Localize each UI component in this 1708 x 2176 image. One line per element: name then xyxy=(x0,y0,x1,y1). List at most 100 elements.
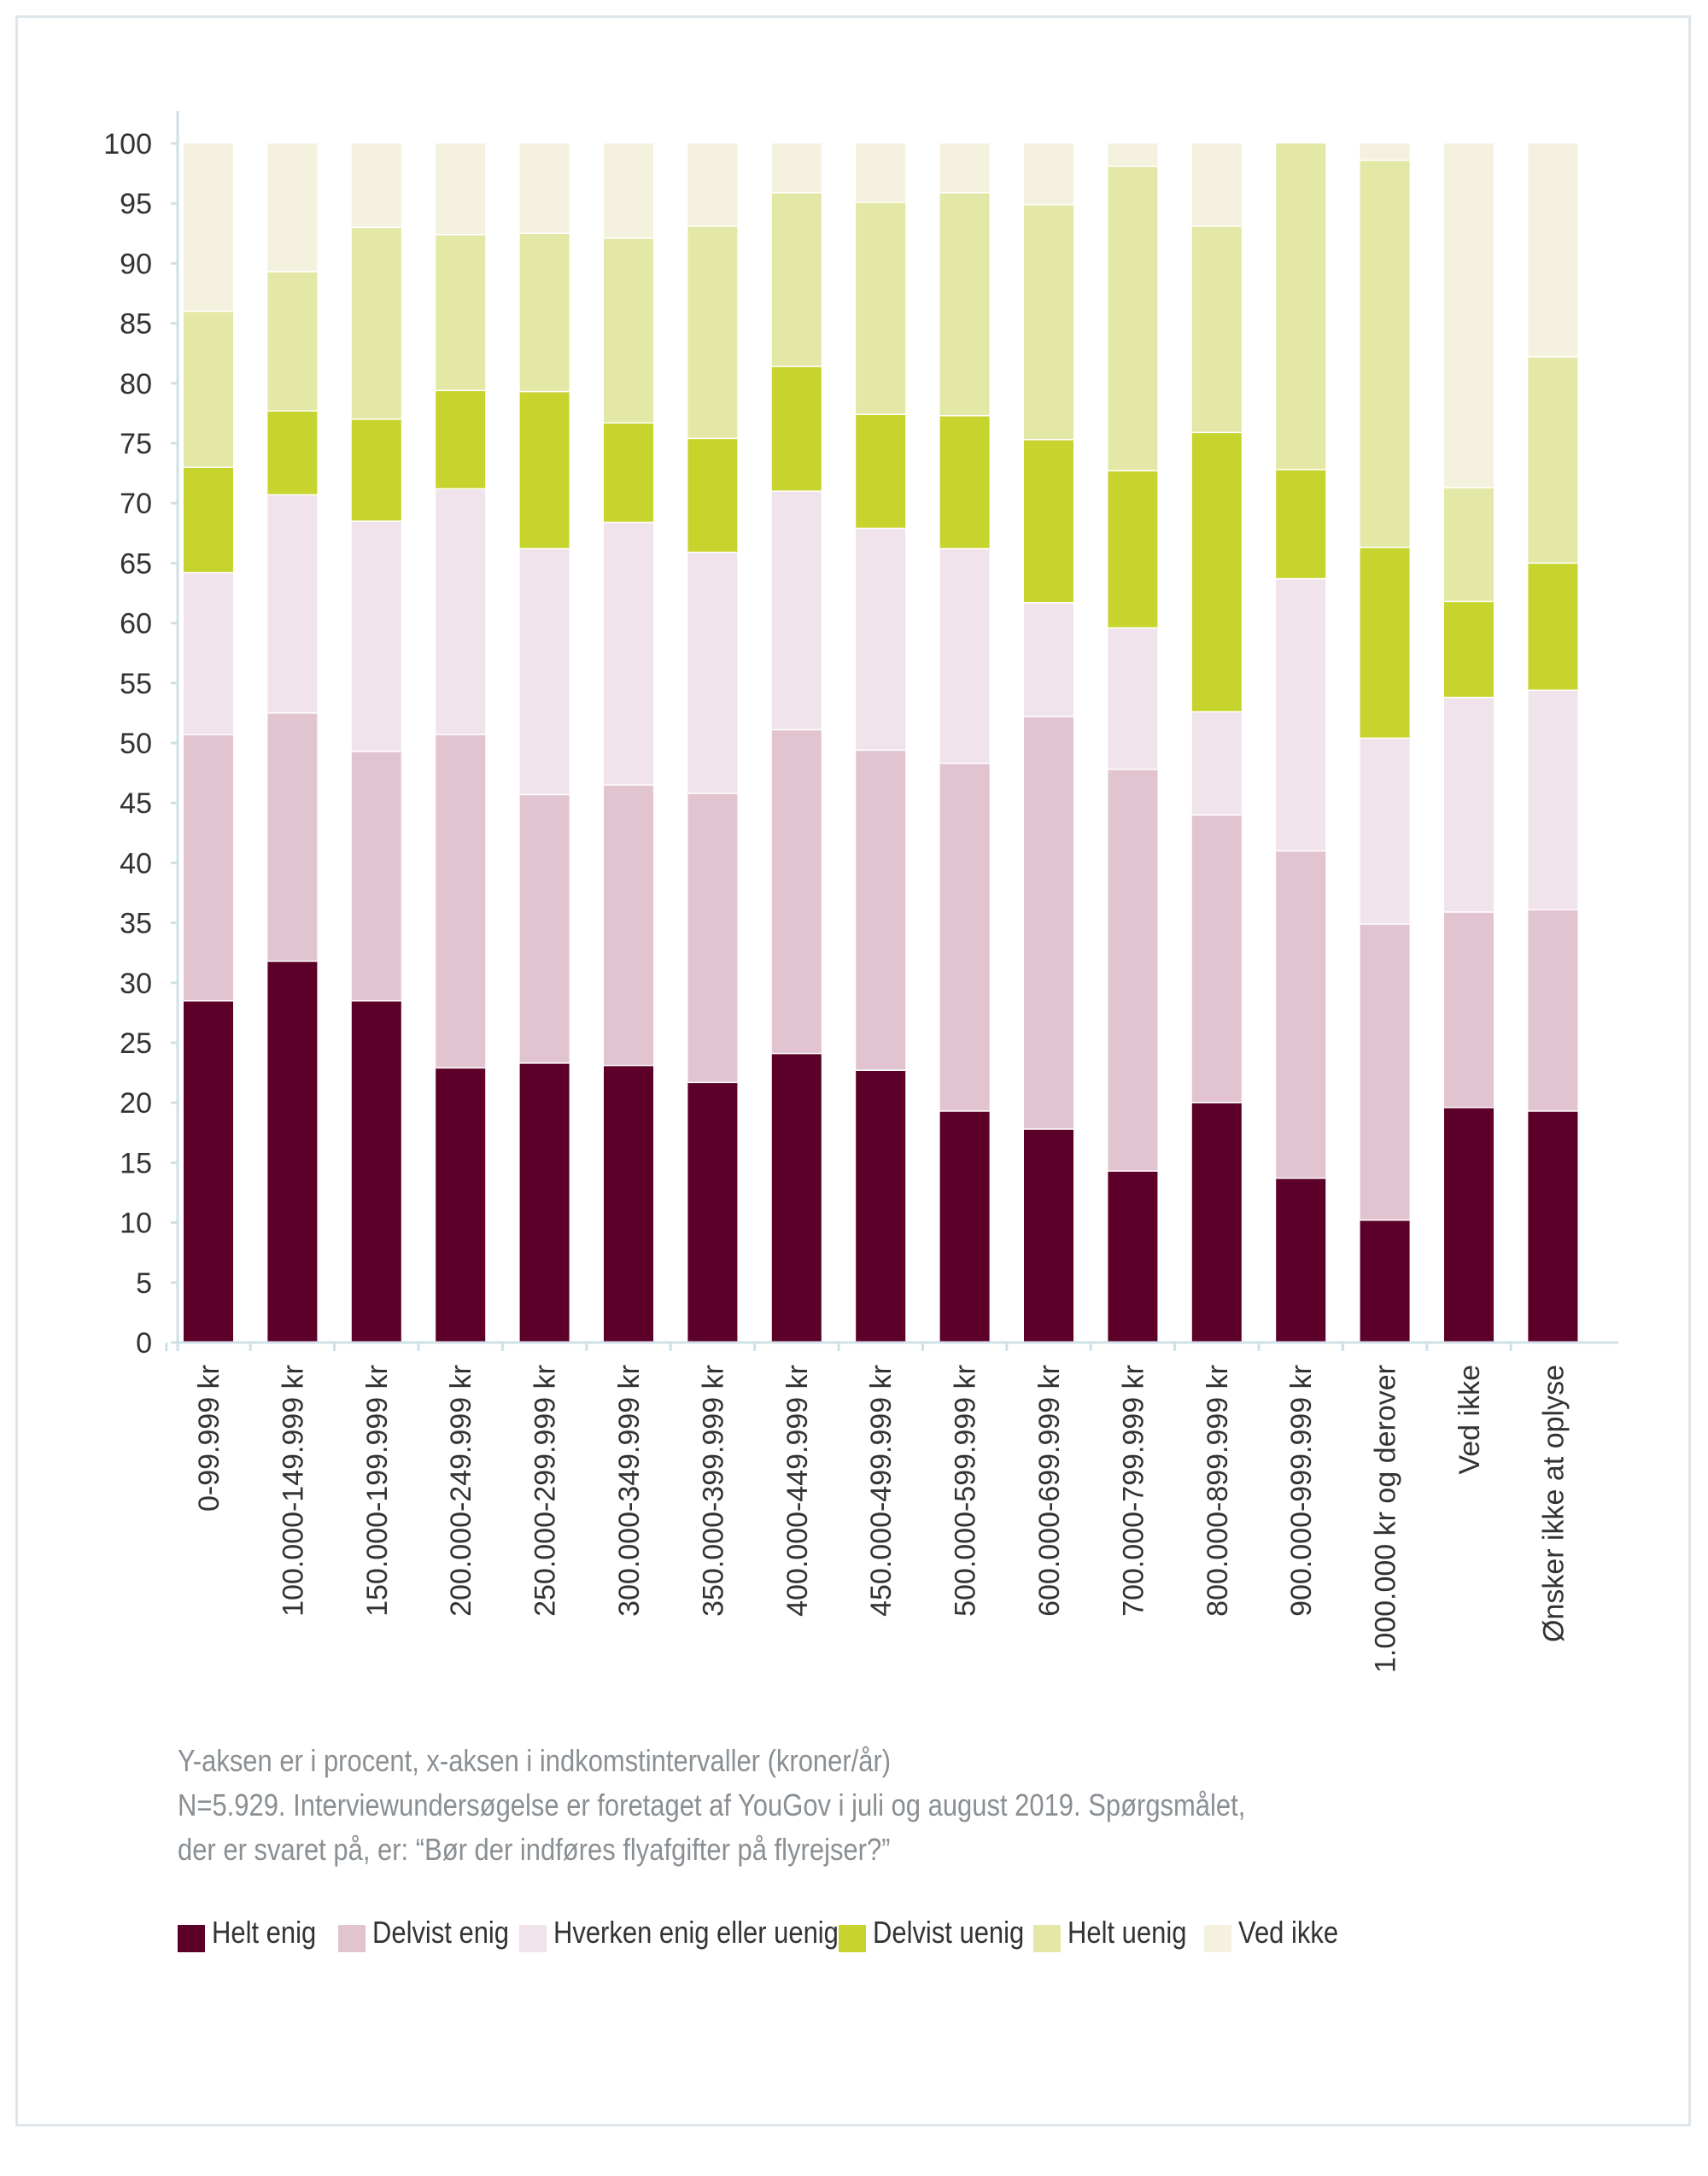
bar-segment xyxy=(1360,1220,1410,1342)
bar-segment xyxy=(267,712,318,962)
bar-segment xyxy=(436,143,486,235)
bar-segment xyxy=(856,528,906,751)
bar-segment xyxy=(1108,143,1158,167)
bar-segment xyxy=(939,548,990,763)
y-tick-label: 35 xyxy=(120,908,152,940)
x-tick-label: 1.000.000 kr og derover xyxy=(1370,1365,1402,1673)
y-tick-label: 70 xyxy=(120,488,152,520)
y-tick-label: 90 xyxy=(120,248,152,280)
figure-frame xyxy=(15,15,1691,2126)
bar-segment xyxy=(687,1082,738,1342)
bar-segment xyxy=(1444,487,1494,602)
bar-segment xyxy=(267,143,318,272)
y-tick-label: 0 xyxy=(136,1327,152,1360)
bar-segment xyxy=(939,1111,990,1342)
legend-label: Delvist uenig xyxy=(873,1915,1025,1950)
bar-segment xyxy=(1276,1178,1326,1342)
bar-segment xyxy=(436,734,486,1068)
bar-segment xyxy=(267,272,318,412)
y-tick-label: 80 xyxy=(120,368,152,401)
y-tick-label: 85 xyxy=(120,308,152,341)
legend-label: Helt uenig xyxy=(1068,1915,1187,1950)
y-tick-label: 20 xyxy=(120,1087,152,1120)
bar-segment xyxy=(351,418,401,522)
legend-swatch xyxy=(839,1925,866,1952)
legend-label: Helt enig xyxy=(212,1915,317,1950)
bar-segment xyxy=(771,192,822,367)
y-tick-label: 40 xyxy=(120,847,152,880)
bar-segment xyxy=(1276,851,1326,1179)
bar-segment xyxy=(939,415,990,549)
bar-segment xyxy=(1108,471,1158,629)
bar-segment xyxy=(1108,628,1158,769)
y-tick-label: 45 xyxy=(120,787,152,820)
bar-segment xyxy=(1528,1111,1578,1342)
y-tick-label: 55 xyxy=(120,668,152,700)
x-tick-label: 500.000-599.999 kr xyxy=(950,1365,982,1617)
bar-segment xyxy=(771,1053,822,1342)
x-tick-label: 0-99.999 kr xyxy=(193,1365,225,1512)
bar-segment xyxy=(939,763,990,1112)
bar-segment xyxy=(1276,469,1326,579)
y-axis: 0 5 10 15 20 25 30 35 40 45 50 55 60 65 70 75 80 85 90 95 10… xyxy=(103,111,179,1360)
bar-segment xyxy=(184,311,233,468)
bar-segment xyxy=(604,1065,653,1342)
bar-segment xyxy=(1360,547,1410,739)
bar-segment xyxy=(856,1070,906,1342)
bar-segment xyxy=(604,785,653,1066)
y-tick-label: 5 xyxy=(136,1267,152,1300)
bar-segment xyxy=(771,729,822,1054)
bar-segment xyxy=(519,233,570,392)
x-tick-label: 600.000-699.999 kr xyxy=(1033,1365,1066,1617)
bar-segment xyxy=(1191,1103,1242,1342)
y-tick-label: 15 xyxy=(120,1147,152,1179)
survey-note: N=5.929. Interviewundersøgelse er foreta… xyxy=(178,1787,1246,1822)
bar-segment xyxy=(1276,578,1326,851)
bar-segment xyxy=(184,734,233,1001)
bar-segment xyxy=(184,1000,233,1342)
bar-segment xyxy=(771,491,822,730)
x-axis: 0-99.999 kr 100.000-149.999 kr 150.000-199… xyxy=(165,1341,1618,1673)
bar-segment xyxy=(351,227,401,419)
bar-segment xyxy=(604,143,653,238)
bar-segment xyxy=(351,143,401,228)
y-tick-label: 100 xyxy=(103,128,152,161)
bar-segment xyxy=(1276,143,1326,470)
bar-segment xyxy=(184,467,233,573)
bar-segment xyxy=(687,793,738,1083)
legend-label: Hverken enig eller uenig xyxy=(553,1915,839,1950)
bar-segment xyxy=(436,1068,486,1342)
bar-segment xyxy=(1444,697,1494,912)
bar-segment xyxy=(1528,356,1578,564)
bar-segment xyxy=(267,411,318,495)
bar-segment xyxy=(604,423,653,523)
bar-segment xyxy=(519,794,570,1063)
y-tick-label: 60 xyxy=(120,608,152,641)
bar-segment xyxy=(1360,738,1410,925)
bar-segment xyxy=(856,202,906,415)
bar-segment xyxy=(1024,1129,1073,1342)
legend-swatch xyxy=(519,1925,547,1952)
bar-segment xyxy=(436,234,486,391)
bar-segment xyxy=(1360,160,1410,548)
y-tick-label: 10 xyxy=(120,1208,152,1240)
bar-segment xyxy=(771,143,822,193)
y-tick-label: 30 xyxy=(120,968,152,1000)
y-tick-label: 25 xyxy=(120,1027,152,1060)
bar-segment xyxy=(1528,910,1578,1112)
legend-swatch xyxy=(178,1925,205,1952)
y-tick-label: 75 xyxy=(120,428,152,460)
bar-segment xyxy=(1528,563,1578,691)
x-tick-label: 400.000-449.999 kr xyxy=(781,1365,814,1617)
bar-segment xyxy=(1191,432,1242,712)
legend-label: Ved ikke xyxy=(1238,1915,1339,1950)
bar-segment xyxy=(939,143,990,193)
bar-segment xyxy=(519,391,570,549)
bar-segment xyxy=(436,390,486,489)
bar-segment xyxy=(1444,911,1494,1108)
bar-segment xyxy=(267,961,318,1342)
x-tick-label: 800.000-899.999 kr xyxy=(1202,1365,1234,1617)
bar-segment xyxy=(687,143,738,226)
bar-segment xyxy=(604,522,653,786)
x-tick-label: 900.000-999.999 kr xyxy=(1285,1365,1318,1617)
